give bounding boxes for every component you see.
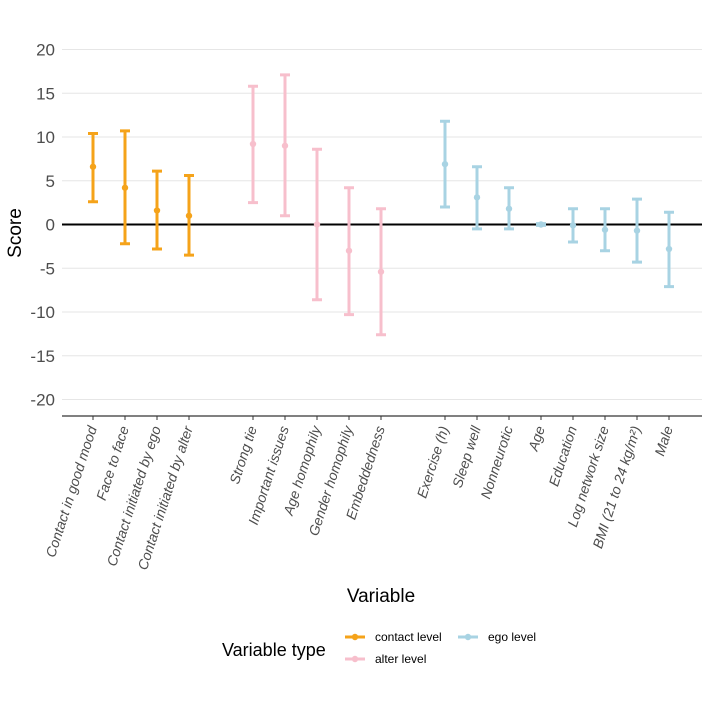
- legend-key-point: [351, 633, 359, 641]
- y-axis-ticks: 20 15 10 5 0 -5 -10 -15 -20: [30, 41, 55, 410]
- error-bar-alter: [280, 73, 290, 218]
- x-tick-label: Nonneurotic: [477, 424, 516, 501]
- legend-entry-ego: ego level: [458, 630, 536, 644]
- y-tick-label: 0: [46, 216, 55, 235]
- x-tick-label: Education: [545, 424, 580, 488]
- estimate-point: [185, 212, 193, 219]
- estimate-point: [281, 142, 289, 149]
- estimate-point: [313, 221, 321, 228]
- estimate-point: [249, 140, 257, 148]
- estimate-point: [89, 163, 97, 170]
- legend: Variable type contact level alter level eg…: [222, 630, 536, 666]
- x-tick-label: Contact in good mood: [42, 423, 100, 559]
- error-bar-ego: [632, 197, 642, 264]
- estimate-point: [345, 247, 353, 254]
- error-bar-contact: [184, 174, 194, 257]
- error-bar-alter: [248, 84, 258, 205]
- legend-key-point: [464, 633, 472, 641]
- x-tick-label: Sleep well: [449, 423, 484, 489]
- estimate-point: [665, 245, 673, 253]
- estimate-point: [601, 226, 609, 233]
- legend-entry-contact: contact level: [345, 630, 442, 644]
- y-tick-label: 15: [36, 84, 55, 103]
- estimate-point: [473, 194, 481, 201]
- error-bar-contact: [152, 169, 162, 251]
- estimate-point: [633, 227, 641, 234]
- y-tick-label: 5: [46, 172, 55, 191]
- error-bars: [88, 73, 674, 337]
- estimate-point: [569, 222, 577, 229]
- x-tick-label: Age: [525, 424, 548, 454]
- legend-label: alter level: [375, 652, 426, 666]
- error-bar-ego: [664, 210, 674, 289]
- error-bar-alter: [344, 186, 354, 317]
- legend-label: contact level: [375, 630, 442, 644]
- y-tick-label: -10: [30, 303, 55, 322]
- error-bar-alter: [312, 147, 322, 302]
- y-tick-label: 10: [36, 128, 55, 147]
- estimate-point: [377, 268, 385, 275]
- legend-entries: contact level alter level ego level: [345, 630, 536, 666]
- estimate-point: [537, 221, 545, 228]
- y-tick-label: -5: [40, 259, 55, 278]
- x-axis-title: Variable: [347, 586, 415, 607]
- error-bar-ego: [440, 119, 450, 209]
- y-axis-title: Score: [5, 208, 26, 258]
- estimate-point: [441, 160, 449, 168]
- error-bar-alter: [376, 207, 386, 337]
- error-bar-ego: [504, 186, 514, 231]
- error-bar-ego: [600, 207, 610, 253]
- y-tick-label: -20: [30, 391, 55, 410]
- x-tick-label: Exercise (h): [414, 424, 452, 500]
- estimate-point: [121, 184, 129, 191]
- y-tick-label: -15: [30, 347, 55, 366]
- legend-entry-alter: alter level: [345, 652, 426, 666]
- error-bar-ego: [568, 207, 578, 244]
- legend-key-point: [351, 655, 359, 663]
- y-tick-label: 20: [36, 41, 55, 60]
- legend-title: Variable type: [222, 640, 326, 660]
- error-bar-ego: [472, 165, 482, 231]
- estimate-point: [505, 205, 513, 212]
- legend-label: ego level: [488, 630, 536, 644]
- error-bar-ego: [536, 221, 546, 228]
- estimate-point: [153, 207, 161, 214]
- error-bar-contact: [88, 132, 98, 204]
- x-tick-label: Male: [651, 424, 676, 458]
- error-bar-contact: [120, 129, 130, 246]
- x-tick-label: Strong tie: [226, 424, 260, 486]
